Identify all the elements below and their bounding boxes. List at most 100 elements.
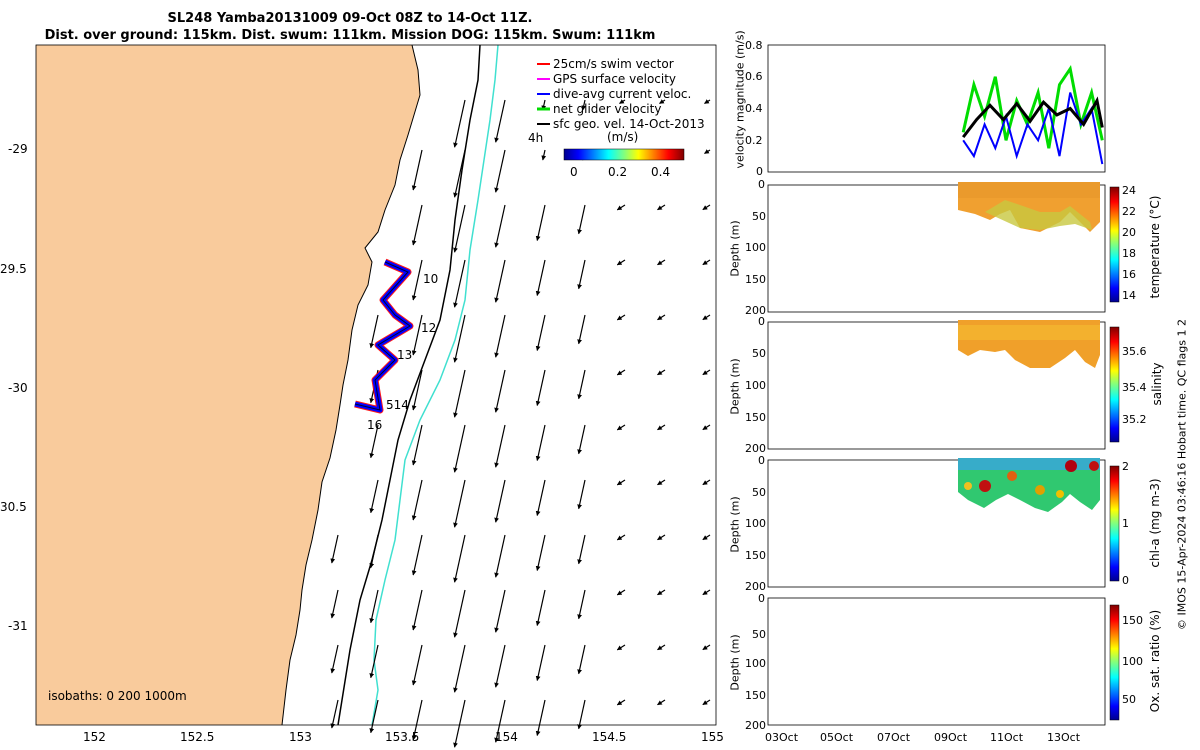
figure-title-line1: SL248 Yamba20131009 09-Oct 08Z to 14-Oct… [167, 11, 533, 26]
temp-ytick: 200 [745, 304, 766, 317]
velocity-arrow [616, 369, 626, 376]
velocity-arrow [616, 204, 626, 211]
map-colorbar [563, 148, 685, 161]
velocity-arrow [657, 259, 666, 266]
velocity-arrow [616, 479, 626, 486]
date-tick: 07Oct [877, 731, 911, 744]
velocity-arrow [494, 314, 506, 358]
lat-tick: -30 [8, 381, 28, 395]
vel-ytick: 0.6 [745, 70, 763, 83]
velocity-arrow [453, 534, 466, 583]
velocity-arrow [411, 259, 423, 301]
velocity-arrow [702, 644, 711, 651]
lon-tick: 153 [289, 730, 312, 744]
ox-ytick: 0 [758, 592, 765, 605]
velocity-arrow [702, 369, 711, 376]
date-tick: 05Oct [820, 731, 854, 744]
velocity-arrow [535, 644, 546, 681]
chl-ytick: 50 [752, 486, 766, 499]
lon-tick: 153.5 [385, 730, 420, 744]
day-label: 16 [367, 418, 383, 432]
velocity-arrow [535, 589, 546, 626]
lon-tick: 152 [83, 730, 106, 744]
velocity-arrow [411, 314, 423, 356]
day-label: 514 [386, 398, 409, 412]
velocity-arrow [657, 369, 666, 376]
velocity-arrow [702, 534, 711, 541]
ox-cbar-label: Ox. sat. ratio (%) [1148, 609, 1162, 713]
velocity-arrow [494, 644, 506, 688]
velocity-arrow [411, 204, 423, 246]
temp-cbar-tick: 14 [1122, 289, 1136, 302]
temp-cbar-tick: 16 [1122, 268, 1136, 281]
velocity-arrow [453, 369, 466, 418]
temp-ytick: 150 [745, 273, 766, 286]
velocity-arrow [369, 534, 379, 569]
velocity-arrow [702, 479, 711, 486]
chl-ytick: 150 [745, 549, 766, 562]
velocity-arrow [494, 204, 506, 248]
temp-cbar-label: temperature (°C) [1148, 195, 1162, 299]
chla-panel [767, 458, 1120, 588]
temp-ylabel: Depth (m) [728, 220, 742, 277]
velocity-arrow [577, 479, 586, 510]
velocity-arrow [369, 699, 379, 734]
velocity-arrow [577, 589, 586, 620]
map-legend [537, 63, 685, 161]
velocity-arrow [659, 99, 666, 105]
velocity-arrow [702, 204, 711, 211]
vel-ytick: 0.2 [745, 134, 763, 147]
vel-ytick: 0.4 [745, 102, 763, 115]
velocity-arrow [535, 424, 546, 461]
velocity-arrow [577, 644, 586, 675]
velocity-arrow [535, 369, 546, 406]
velocity-arrow [535, 314, 546, 351]
lon-tick: 152.5 [180, 730, 215, 744]
legend-label-dive: dive-avg current veloc. [553, 87, 692, 101]
velocity-arrow [411, 699, 423, 741]
vel-ytick: 0 [756, 165, 763, 178]
temp-cbar-tick: 20 [1122, 226, 1136, 239]
date-tick: 09Oct [934, 731, 968, 744]
ox-cbar-tick: 150 [1122, 614, 1143, 627]
velocity-arrow [657, 589, 666, 596]
chl-ytick: 0 [758, 454, 765, 467]
velocity-arrow [453, 259, 466, 308]
chl-cbar-label: chl-a (mg m-3) [1148, 478, 1162, 568]
velocity-arrow [657, 534, 666, 541]
isobath-0m [281, 44, 421, 726]
velocity-arrow [453, 149, 466, 198]
vel-ylabel: velocity magnitude (m/s) [733, 30, 747, 169]
velocity-arrow [330, 644, 339, 674]
isobath-1000m [371, 44, 499, 726]
credit-text: © IMOS 15-Apr-2024 03:46:16 Hobart time.… [1175, 319, 1189, 630]
lon-tick: 155 [701, 730, 724, 744]
velocity-arrow [616, 259, 626, 266]
day-label: 10 [423, 272, 439, 286]
lon-tick: 154 [495, 730, 518, 744]
velocity-arrow [577, 534, 586, 565]
velocity-arrow [411, 534, 423, 576]
date-tick: 11Oct [990, 731, 1024, 744]
temp-cbar-tick: 18 [1122, 247, 1136, 260]
chl-ytick: 200 [745, 580, 766, 593]
velocity-arrow [411, 589, 423, 631]
velocity-arrow [453, 204, 466, 253]
velocity-arrow [411, 644, 423, 686]
sal-cbar-label: salinity [1150, 362, 1164, 406]
chl-ylabel: Depth (m) [728, 496, 742, 553]
velocity-arrow [577, 424, 586, 455]
sal-cbar-tick: 35.2 [1122, 413, 1147, 426]
velocity-arrow [494, 369, 506, 413]
velocity-arrow [616, 534, 626, 541]
velocity-arrow [704, 99, 711, 105]
ox-ytick: 100 [745, 657, 766, 670]
velocity-arrow [535, 534, 546, 571]
velocity-arrow [657, 204, 666, 211]
date-tick: 03Oct [765, 731, 799, 744]
legend-label-gps: GPS surface velocity [553, 72, 677, 86]
map-frame [35, 44, 717, 726]
velocity-arrow [369, 424, 379, 459]
ox-ytick: 150 [745, 689, 766, 702]
